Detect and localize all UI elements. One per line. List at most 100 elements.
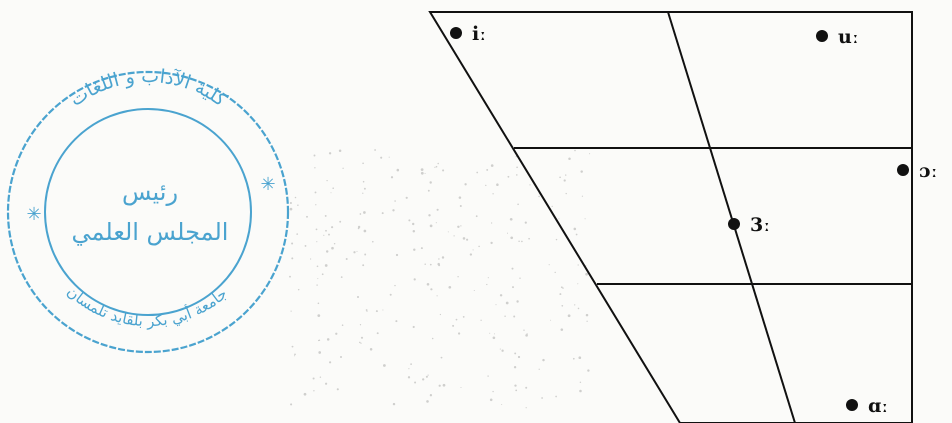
noise-speck <box>505 301 509 305</box>
noise-speck <box>458 196 462 199</box>
noise-speck <box>424 263 426 265</box>
noise-speck <box>455 318 458 321</box>
noise-speck <box>318 351 322 354</box>
noise-speck <box>472 249 474 251</box>
noise-speck <box>585 313 589 317</box>
noise-speck <box>457 225 460 229</box>
noise-speck <box>408 219 411 222</box>
noise-speck <box>436 295 438 297</box>
vowel-dot-u <box>816 30 828 42</box>
noise-speck <box>562 287 564 289</box>
noise-speck <box>383 364 386 367</box>
noise-speck <box>490 164 494 167</box>
noise-speck <box>577 307 580 310</box>
noise-speck <box>518 240 520 242</box>
noise-speck <box>331 246 334 250</box>
noise-speck <box>579 381 582 384</box>
stamp-center-line2: المجلس العلمي <box>72 218 229 246</box>
noise-speck <box>321 273 324 276</box>
noise-speck <box>559 293 562 296</box>
noise-speck <box>289 275 291 278</box>
noise-speck <box>452 324 455 327</box>
noise-speck <box>312 377 315 380</box>
noise-speck <box>457 276 459 278</box>
noise-speck <box>462 237 466 240</box>
noise-speck <box>294 355 296 357</box>
noise-speck <box>390 176 394 179</box>
noise-speck <box>516 174 518 176</box>
noise-speck <box>574 149 576 152</box>
noise-speck <box>291 345 294 348</box>
noise-speck <box>581 195 584 197</box>
noise-speck <box>434 166 436 168</box>
noise-speck <box>427 374 429 376</box>
noise-speck <box>304 244 307 247</box>
noise-speck <box>587 369 590 372</box>
noise-speck <box>523 329 525 331</box>
noise-speck <box>442 169 445 172</box>
noise-speck <box>363 211 366 214</box>
noise-speck <box>435 165 438 168</box>
noise-speck <box>374 149 377 151</box>
noise-speck <box>548 264 550 266</box>
noise-speck <box>496 183 499 186</box>
noise-speck <box>316 284 318 286</box>
noise-speck <box>487 277 489 279</box>
noise-speck <box>356 295 360 299</box>
noise-speck <box>460 386 462 389</box>
noise-speck <box>429 224 433 228</box>
noise-speck <box>425 375 428 378</box>
noise-speck <box>315 204 317 206</box>
noise-speck <box>291 242 294 245</box>
noise-speck <box>559 176 561 179</box>
noise-speck <box>313 390 315 392</box>
noise-speck <box>478 245 480 248</box>
noise-speck <box>521 240 523 243</box>
noise-speck <box>525 407 527 409</box>
noise-speck <box>469 253 473 256</box>
vowel-label-a: ɑː <box>868 395 888 417</box>
official-stamp: كلية الآداب و اللغات جامعة أبي بكر بلقاي… <box>6 65 290 354</box>
noise-speck <box>462 316 465 318</box>
noise-speck <box>492 336 496 340</box>
scan-noise <box>289 149 591 409</box>
noise-speck <box>510 236 514 240</box>
noise-speck <box>325 229 327 232</box>
svg-text:جامعة أبي بكر بلقايد تلمسان: جامعة أبي بكر بلقايد تلمسان <box>63 282 230 330</box>
noise-speck <box>457 332 461 335</box>
noise-speck <box>339 220 342 223</box>
noise-speck <box>426 400 429 403</box>
noise-speck <box>395 253 399 257</box>
noise-speck <box>538 195 540 198</box>
noise-speck <box>578 356 582 360</box>
noise-speck <box>342 167 344 169</box>
noise-speck <box>357 227 360 230</box>
noise-speck <box>412 325 415 329</box>
noise-speck <box>341 324 344 326</box>
noise-speck <box>486 168 489 171</box>
noise-speck <box>512 286 514 289</box>
noise-speck <box>317 339 320 342</box>
noise-speck <box>325 250 329 253</box>
quadrilateral-outline <box>428 11 913 423</box>
noise-speck <box>430 288 433 291</box>
noise-speck <box>388 156 390 158</box>
noise-speck <box>362 192 364 194</box>
stamp-outer-text: كلية الآداب و اللغات <box>66 65 232 112</box>
noise-speck <box>315 228 318 231</box>
noise-speck <box>476 171 479 174</box>
noise-speck <box>328 152 332 155</box>
noise-speck <box>447 231 449 233</box>
noise-speck <box>485 184 487 187</box>
noise-speck <box>501 404 503 405</box>
noise-speck <box>330 192 332 194</box>
noise-speck <box>589 153 591 155</box>
noise-speck <box>585 272 588 276</box>
noise-speck <box>332 187 335 189</box>
noise-speck <box>412 229 416 233</box>
noise-speck <box>551 205 553 208</box>
noise-speck <box>412 222 415 226</box>
stamp-inner-ring <box>44 108 252 316</box>
noise-speck <box>526 333 528 335</box>
noise-speck <box>560 328 564 331</box>
